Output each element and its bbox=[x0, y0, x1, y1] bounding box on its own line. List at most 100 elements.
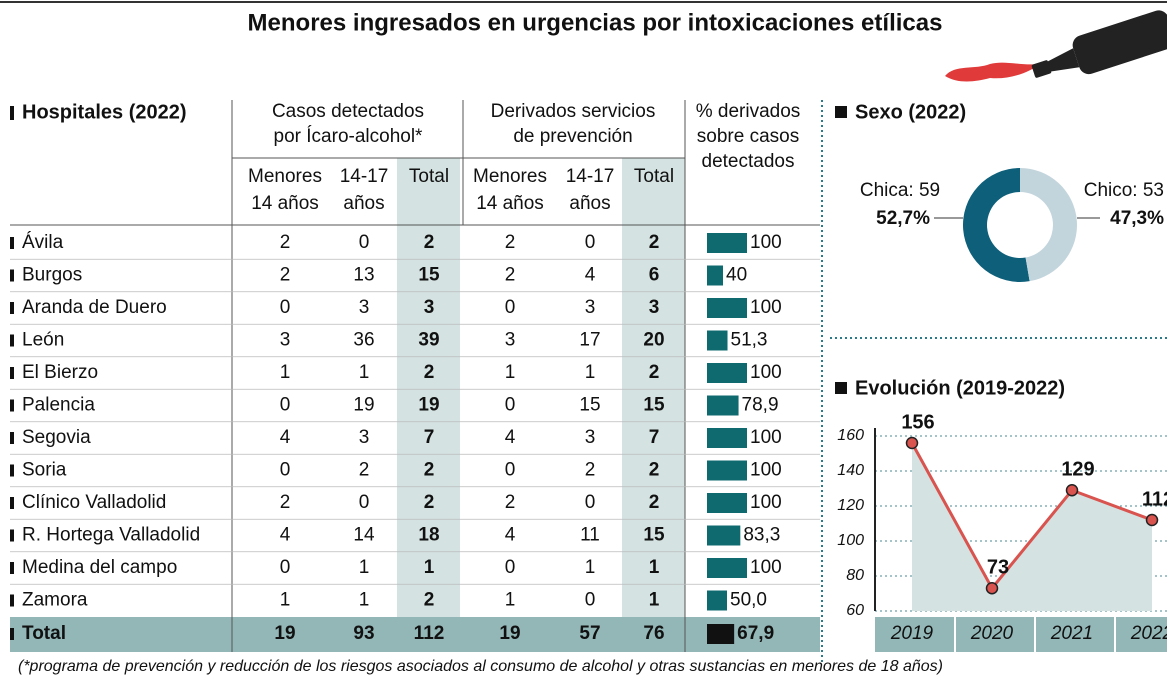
table-cell: 0 bbox=[359, 232, 370, 253]
table-cell: 1 bbox=[424, 557, 435, 578]
sub-header: Total bbox=[634, 166, 674, 187]
row-marker bbox=[10, 302, 14, 314]
point bbox=[1147, 515, 1158, 526]
pie-slice bbox=[1020, 168, 1077, 281]
pct-label: 100 bbox=[750, 297, 782, 318]
pct-bar bbox=[707, 266, 723, 286]
pct-bar bbox=[707, 461, 747, 481]
hospital-name: Soria bbox=[22, 460, 67, 481]
sub-header: 14-17 bbox=[566, 166, 615, 187]
row-marker bbox=[10, 562, 14, 574]
table-cell: 1 bbox=[585, 362, 596, 383]
table-cell: 0 bbox=[585, 492, 596, 513]
table-cell: 36 bbox=[353, 330, 374, 351]
table-cell: 2 bbox=[505, 265, 516, 286]
x-tick-label: 2022 bbox=[1130, 623, 1167, 644]
y-tick-label: 100 bbox=[837, 532, 864, 549]
table-cell: 1 bbox=[280, 590, 291, 611]
table-cell: 19 bbox=[353, 395, 374, 416]
group-header: detectados bbox=[702, 151, 795, 172]
table-cell: 0 bbox=[280, 557, 291, 578]
table-cell: 20 bbox=[643, 330, 664, 351]
table-cell: 2 bbox=[424, 232, 435, 253]
hospital-name: Aranda de Duero bbox=[22, 297, 167, 318]
y-tick-label: 80 bbox=[846, 567, 864, 584]
point-label: 156 bbox=[901, 411, 934, 433]
row-marker bbox=[10, 465, 14, 477]
hospital-name: El Bierzo bbox=[22, 362, 98, 383]
table-cell: 19 bbox=[418, 395, 439, 416]
table-cell: 1 bbox=[505, 362, 516, 383]
pct-label: 100 bbox=[750, 362, 782, 383]
hospital-name: R. Hortega Valladolid bbox=[22, 525, 200, 546]
sub-header: 14 años bbox=[476, 193, 544, 214]
pct-label: 83,3 bbox=[743, 525, 780, 546]
section-title: Hospitales (2022) bbox=[22, 101, 187, 123]
section-title: Sexo (2022) bbox=[855, 101, 966, 123]
table-cell: 2 bbox=[424, 362, 435, 383]
row-marker bbox=[10, 270, 14, 282]
table-cell: 18 bbox=[418, 525, 439, 546]
y-tick-label: 60 bbox=[846, 602, 864, 619]
group-header: Derivados servicios bbox=[491, 101, 656, 122]
y-tick-label: 160 bbox=[837, 427, 864, 444]
group-header: sobre casos bbox=[697, 126, 799, 147]
total-cell: 93 bbox=[353, 623, 374, 644]
pct-label: 50,0 bbox=[730, 590, 767, 611]
table-cell: 1 bbox=[280, 362, 291, 383]
table-cell: 1 bbox=[359, 362, 370, 383]
pct-bar bbox=[707, 396, 739, 416]
table-cell: 1 bbox=[585, 557, 596, 578]
pct-bar bbox=[707, 526, 740, 546]
table-cell: 7 bbox=[424, 427, 435, 448]
table-cell: 3 bbox=[359, 427, 370, 448]
hospital-name: Medina del campo bbox=[22, 557, 177, 578]
pct-bar bbox=[707, 493, 747, 513]
pct-label: 40 bbox=[726, 265, 747, 286]
table-cell: 3 bbox=[585, 427, 596, 448]
table-cell: 0 bbox=[359, 492, 370, 513]
point-label: 112 bbox=[1142, 488, 1167, 510]
group-header: por Ícaro-alcohol* bbox=[274, 126, 424, 147]
main-title: Menores ingresados en urgencias por into… bbox=[248, 9, 943, 36]
table-cell: 3 bbox=[505, 330, 516, 351]
table-cell: 0 bbox=[505, 557, 516, 578]
table-cell: 1 bbox=[649, 557, 660, 578]
total-cell: 76 bbox=[643, 623, 664, 644]
table-cell: 14 bbox=[353, 525, 375, 546]
sub-header: 14-17 bbox=[340, 166, 389, 187]
pct-label: 100 bbox=[750, 232, 782, 253]
section-marker bbox=[835, 382, 847, 394]
sub-header: años bbox=[343, 193, 384, 214]
table-cell: 2 bbox=[649, 492, 660, 513]
table-cell: 3 bbox=[649, 297, 660, 318]
table-cell: 0 bbox=[280, 395, 291, 416]
pie-category: Chico: 53 bbox=[1084, 180, 1164, 201]
pct-label: 51,3 bbox=[731, 330, 768, 351]
table-cell: 1 bbox=[649, 590, 660, 611]
table-cell: 2 bbox=[505, 232, 516, 253]
total-column-bg bbox=[622, 158, 685, 617]
hospital-name: Palencia bbox=[22, 395, 95, 416]
table-cell: 15 bbox=[418, 265, 440, 286]
infographic: Menores ingresados en urgencias por into… bbox=[0, 0, 1167, 681]
pct-bar bbox=[707, 233, 747, 253]
table-cell: 11 bbox=[580, 525, 600, 546]
total-cell: 19 bbox=[274, 623, 295, 644]
table-cell: 0 bbox=[585, 590, 596, 611]
point bbox=[987, 583, 998, 594]
table-cell: 0 bbox=[505, 460, 516, 481]
pct-label: 67,9 bbox=[737, 623, 774, 644]
y-tick-label: 140 bbox=[837, 462, 864, 479]
pct-bar bbox=[707, 331, 728, 351]
table-cell: 2 bbox=[649, 362, 660, 383]
table-cell: 1 bbox=[359, 590, 370, 611]
point bbox=[1067, 485, 1078, 496]
group-header: de prevención bbox=[513, 126, 632, 147]
pct-label: 100 bbox=[750, 492, 782, 513]
y-tick-label: 120 bbox=[837, 497, 864, 514]
table-cell: 0 bbox=[280, 460, 291, 481]
table-cell: 3 bbox=[424, 297, 435, 318]
table-cell: 2 bbox=[585, 460, 596, 481]
hospital-name: Burgos bbox=[22, 265, 82, 286]
